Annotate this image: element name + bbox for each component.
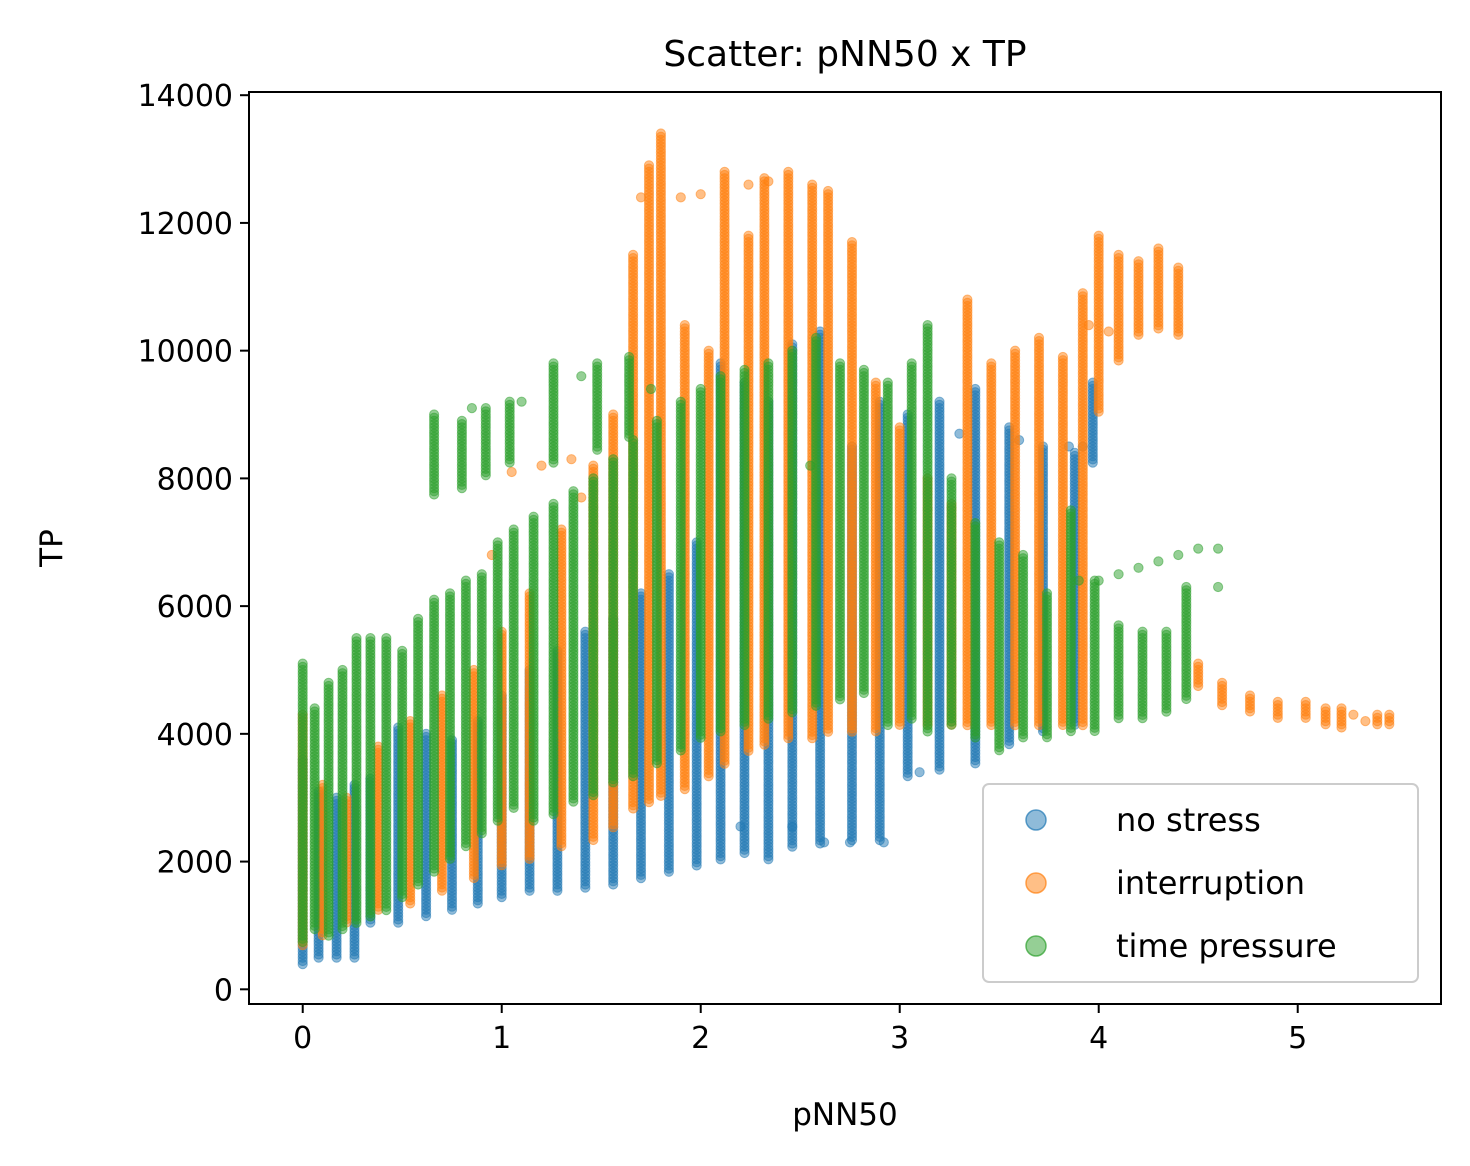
data-point [524,885,535,896]
data-point [421,911,432,922]
data-point [1004,739,1015,750]
data-point [393,917,404,928]
data-point [635,873,647,884]
data-point [787,821,798,832]
data-point [496,892,507,903]
plot-points [297,128,1395,970]
data-point [472,898,483,909]
data-point [819,837,830,848]
data-point [552,885,563,896]
data-point [878,837,889,848]
data-point [297,959,308,970]
data-point [703,771,714,782]
data-point [436,885,448,896]
data-point [313,952,324,963]
data-point [715,854,726,865]
data-point [405,898,416,909]
data-point [763,854,774,865]
chart-title: Scatter: pNN50 x TP [663,34,1026,75]
data-point [608,879,619,890]
data-point [739,847,750,859]
data-point [349,952,360,963]
data-point [643,797,655,808]
data-point [524,853,535,865]
data-point [934,764,945,775]
data-point [608,822,619,833]
data-point [679,784,690,795]
data-point [691,860,702,871]
data-point [468,872,479,884]
data-point [1087,457,1098,468]
data-point [787,841,798,852]
data-point [902,771,913,782]
data-point [970,758,981,769]
data-point [628,803,639,814]
data-point [719,758,730,769]
data-point [331,952,342,963]
data-point [556,841,567,852]
data-point [446,904,458,915]
data-point [663,866,675,877]
data-point [655,790,667,802]
data-point [914,767,925,778]
data-point [844,837,856,848]
data-point [735,821,746,832]
data-point [496,860,507,871]
data-point [743,745,754,757]
data-point [588,834,599,846]
data-point [580,882,591,893]
